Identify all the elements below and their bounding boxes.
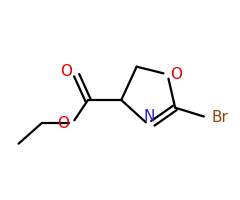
Text: O: O	[57, 116, 69, 131]
Text: O: O	[171, 67, 183, 82]
Text: N: N	[144, 109, 155, 124]
Text: O: O	[60, 64, 72, 79]
Text: Br: Br	[211, 110, 228, 125]
